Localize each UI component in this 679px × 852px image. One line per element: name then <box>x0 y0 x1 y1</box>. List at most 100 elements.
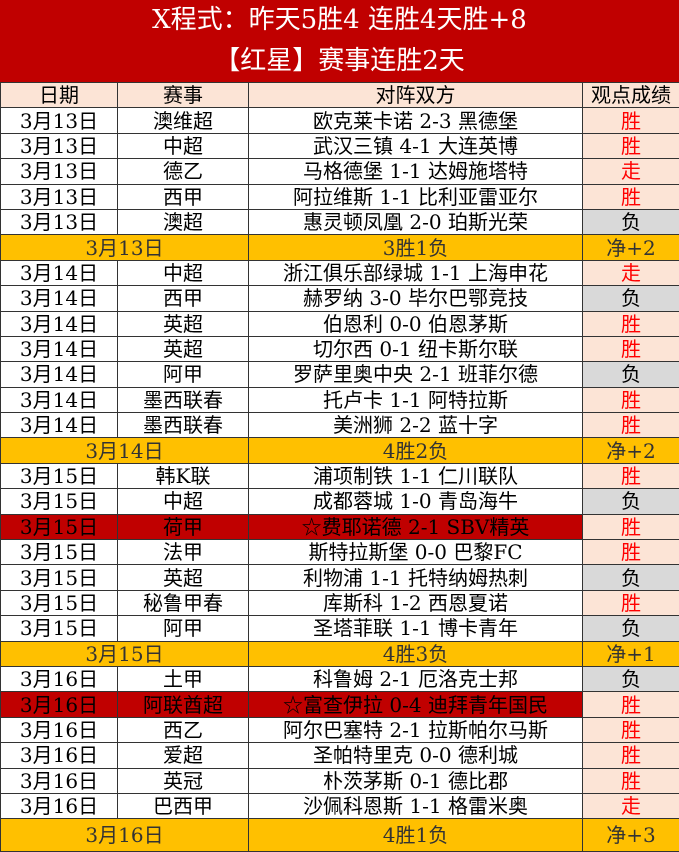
league-cell: 阿联酋超 <box>118 692 249 717</box>
match-cell: 武汉三镇 4-1 大连英博 <box>249 133 583 158</box>
date-cell: 3月15日 <box>1 565 118 590</box>
summary-net: 净+3 <box>583 819 679 852</box>
result-cell: 负 <box>583 565 679 590</box>
result-cell: 负 <box>583 209 679 234</box>
league-cell: 英超 <box>118 565 249 590</box>
match-row: 3月16日英冠朴茨茅斯 0-1 德比郡胜 <box>1 768 679 793</box>
summary-net: 净+1 <box>583 641 679 666</box>
match-cell: 罗萨里奥中央 2-1 班菲尔德 <box>249 362 583 387</box>
match-row: 3月15日秘鲁甲春库斯科 1-2 西恩夏诺胜 <box>1 590 679 615</box>
match-cell: ☆富查伊拉 0-4 迪拜青年国民 <box>249 692 583 717</box>
match-cell: 欧克莱卡诺 2-3 黑德堡 <box>249 108 583 133</box>
league-cell: 法甲 <box>118 540 249 565</box>
result-cell: 负 <box>583 666 679 691</box>
match-row: 3月15日韩K联浦项制铁 1-1 仁川联队胜 <box>1 463 679 488</box>
result-cell: 胜 <box>583 692 679 717</box>
date-cell: 3月15日 <box>1 590 118 615</box>
date-cell: 3月13日 <box>1 209 118 234</box>
league-cell: 秘鲁甲春 <box>118 590 249 615</box>
match-row: 3月13日澳超惠灵顿凤凰 2-0 珀斯光荣负 <box>1 209 679 234</box>
summary-record: 4胜1负 <box>249 819 583 852</box>
date-cell: 3月16日 <box>1 717 118 742</box>
result-cell: 胜 <box>583 743 679 768</box>
match-cell: 沙佩科恩斯 1-1 格雷米奥 <box>249 793 583 818</box>
match-row: 3月13日中超武汉三镇 4-1 大连英博胜 <box>1 133 679 158</box>
result-cell: 负 <box>583 286 679 311</box>
date-cell: 3月16日 <box>1 793 118 818</box>
date-cell: 3月14日 <box>1 286 118 311</box>
match-row: 3月14日英超伯恩利 0-0 伯恩茅斯胜 <box>1 311 679 336</box>
result-cell: 走 <box>583 260 679 285</box>
match-row: 3月14日中超浙江俱乐部绿城 1-1 上海申花走 <box>1 260 679 285</box>
date-cell: 3月13日 <box>1 159 118 184</box>
subtitle: 【红星】赛事连胜2天 <box>0 41 679 82</box>
result-cell: 负 <box>583 362 679 387</box>
match-cell: 赫罗纳 3-0 毕尔巴鄂竞技 <box>249 286 583 311</box>
column-header: 赛事 <box>118 83 249 108</box>
match-cell: 伯恩利 0-0 伯恩茅斯 <box>249 311 583 336</box>
date-cell: 3月15日 <box>1 463 118 488</box>
match-row: 3月15日阿甲圣塔菲联 1-1 博卡青年负 <box>1 616 679 641</box>
date-cell: 3月14日 <box>1 362 118 387</box>
date-cell: 3月13日 <box>1 108 118 133</box>
match-cell: 切尔西 0-1 纽卡斯尔联 <box>249 336 583 361</box>
summary-date: 3月13日 <box>1 235 249 260</box>
league-cell: 巴西甲 <box>118 793 249 818</box>
match-row: 3月14日阿甲罗萨里奥中央 2-1 班菲尔德负 <box>1 362 679 387</box>
result-cell: 胜 <box>583 184 679 209</box>
match-cell: 马格德堡 1-1 达姆施塔特 <box>249 159 583 184</box>
match-cell: 朴茨茅斯 0-1 德比郡 <box>249 768 583 793</box>
league-cell: 西乙 <box>118 717 249 742</box>
league-cell: 英超 <box>118 336 249 361</box>
league-cell: 澳超 <box>118 209 249 234</box>
result-cell: 胜 <box>583 768 679 793</box>
column-header: 观点成绩 <box>583 83 679 108</box>
result-cell: 胜 <box>583 413 679 438</box>
league-cell: 澳维超 <box>118 108 249 133</box>
match-cell: 托卢卡 1-1 阿特拉斯 <box>249 387 583 412</box>
match-cell: 库斯科 1-2 西恩夏诺 <box>249 590 583 615</box>
result-cell: 胜 <box>583 133 679 158</box>
league-cell: 爱超 <box>118 743 249 768</box>
result-cell: 胜 <box>583 514 679 539</box>
result-cell: 胜 <box>583 590 679 615</box>
league-cell: 荷甲 <box>118 514 249 539</box>
date-cell: 3月14日 <box>1 387 118 412</box>
date-cell: 3月16日 <box>1 743 118 768</box>
date-cell: 3月15日 <box>1 514 118 539</box>
result-cell: 胜 <box>583 108 679 133</box>
summary-date: 3月15日 <box>1 641 249 666</box>
match-row: 3月13日澳维超欧克莱卡诺 2-3 黑德堡胜 <box>1 108 679 133</box>
date-cell: 3月13日 <box>1 184 118 209</box>
result-cell: 胜 <box>583 540 679 565</box>
match-cell: 浦项制铁 1-1 仁川联队 <box>249 463 583 488</box>
date-cell: 3月14日 <box>1 336 118 361</box>
match-row: 3月16日土甲科鲁姆 2-1 厄洛克士邦负 <box>1 666 679 691</box>
match-row: 3月15日荷甲☆费耶诺德 2-1 SBV精英胜 <box>1 514 679 539</box>
match-cell: 利物浦 1-1 托特纳姆热刺 <box>249 565 583 590</box>
match-row: 3月13日西甲阿拉维斯 1-1 比利亚雷亚尔胜 <box>1 184 679 209</box>
result-cell: 胜 <box>583 336 679 361</box>
summary-net: 净+2 <box>583 235 679 260</box>
match-row: 3月15日中超成都蓉城 1-0 青岛海牛负 <box>1 489 679 514</box>
summary-date: 3月14日 <box>1 438 249 463</box>
match-row: 3月14日墨西联春美洲狮 2-2 蓝十字胜 <box>1 413 679 438</box>
date-cell: 3月16日 <box>1 768 118 793</box>
date-cell: 3月16日 <box>1 692 118 717</box>
date-cell: 3月14日 <box>1 413 118 438</box>
league-cell: 中超 <box>118 133 249 158</box>
match-cell: 浙江俱乐部绿城 1-1 上海申花 <box>249 260 583 285</box>
result-cell: 胜 <box>583 463 679 488</box>
match-cell: 斯特拉斯堡 0-0 巴黎FC <box>249 540 583 565</box>
league-cell: 土甲 <box>118 666 249 691</box>
result-cell: 胜 <box>583 717 679 742</box>
result-cell: 胜 <box>583 311 679 336</box>
date-cell: 3月13日 <box>1 133 118 158</box>
match-row: 3月16日阿联酋超☆富查伊拉 0-4 迪拜青年国民胜 <box>1 692 679 717</box>
match-row: 3月16日爱超圣帕特里克 0-0 德利城胜 <box>1 743 679 768</box>
match-row: 3月14日墨西联春托卢卡 1-1 阿特拉斯胜 <box>1 387 679 412</box>
